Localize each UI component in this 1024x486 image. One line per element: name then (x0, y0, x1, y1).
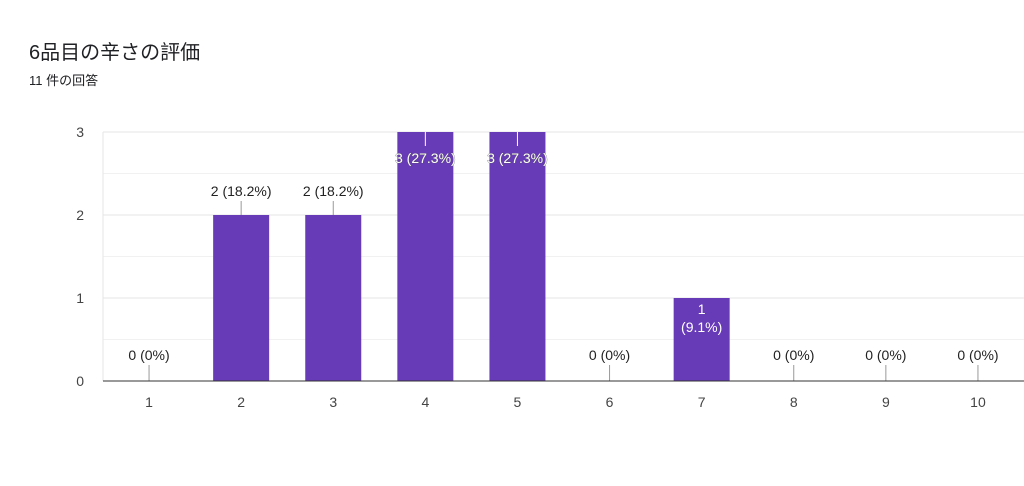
x-tick-label: 5 (514, 394, 522, 410)
x-tick-label: 8 (790, 394, 798, 410)
y-tick-label: 2 (76, 207, 84, 223)
data-label: 0 (0%) (589, 347, 630, 363)
response-count: 11 件の回答 (29, 73, 99, 88)
y-tick-label: 0 (76, 373, 84, 389)
data-label: 0 (0%) (128, 347, 169, 363)
x-tick-label: 2 (237, 394, 245, 410)
bar (213, 215, 270, 381)
data-label: 0 (0%) (957, 347, 998, 363)
bar (673, 298, 730, 381)
data-label: 2 (18.2%) (211, 183, 272, 199)
x-tick-label: 10 (970, 394, 986, 410)
data-label: 0 (0%) (773, 347, 814, 363)
x-tick-label: 4 (421, 394, 429, 410)
data-label: 2 (18.2%) (303, 183, 364, 199)
data-label: 0 (0%) (865, 347, 906, 363)
y-tick-label: 3 (76, 124, 84, 140)
x-tick-label: 6 (606, 394, 614, 410)
bar (489, 132, 546, 381)
bar (305, 215, 362, 381)
data-label: 3 (27.3%) (487, 150, 548, 166)
bar (397, 132, 454, 381)
chart-title: 6品目の辛さの評価 (29, 42, 201, 64)
data-label: 1 (9.1%) (681, 301, 722, 335)
x-tick-label: 7 (698, 394, 706, 410)
data-label: 3 (27.3%) (395, 150, 456, 166)
x-tick-label: 3 (329, 394, 337, 410)
x-tick-label: 9 (882, 394, 890, 410)
y-tick-label: 1 (76, 290, 84, 306)
x-tick-label: 1 (145, 394, 153, 410)
